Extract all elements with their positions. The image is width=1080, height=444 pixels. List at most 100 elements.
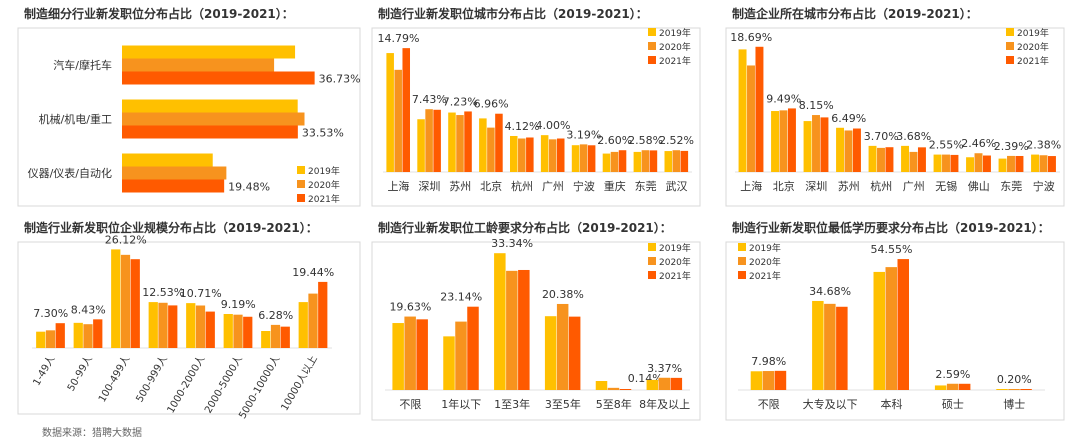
company_size-category-label: 10000人以上 bbox=[279, 354, 320, 414]
education-bar-1 bbox=[946, 383, 959, 390]
education-legend-swatch bbox=[738, 271, 746, 279]
city_jobs-data-label: 4.12% bbox=[505, 120, 540, 133]
city_companies-category-label: 深圳 bbox=[805, 180, 827, 193]
city_companies-legend-label: 2019年 bbox=[1017, 27, 1049, 39]
experience-bar-0 bbox=[544, 316, 557, 390]
experience-bar-1 bbox=[607, 387, 620, 390]
industry-data-label: 33.53% bbox=[302, 127, 344, 140]
city_jobs-data-label: 7.43% bbox=[412, 93, 447, 106]
city_companies-category-label: 北京 bbox=[773, 179, 795, 193]
experience-title: 制造行业新发职位工龄要求分布占比（2019-2021）： bbox=[378, 220, 672, 235]
city_companies-category-label: 宁波 bbox=[1033, 179, 1055, 193]
education-panel-border bbox=[725, 241, 1065, 421]
city_companies-bar-0 bbox=[836, 127, 845, 172]
education-category-label: 本科 bbox=[881, 397, 903, 411]
company_size-data-label: 7.30% bbox=[33, 307, 68, 320]
city_companies-category-label: 无锡 bbox=[935, 179, 957, 193]
company_size-data-label: 12.53% bbox=[142, 286, 184, 299]
industry-bar-1 bbox=[122, 58, 275, 72]
industry-bar-0 bbox=[122, 99, 298, 113]
city_companies-bar-0 bbox=[901, 145, 910, 172]
experience-category-label: 不限 bbox=[399, 398, 421, 411]
city_companies-bar-0 bbox=[803, 121, 812, 172]
city_companies-bar-1 bbox=[1007, 155, 1015, 172]
city_companies-legend-swatch bbox=[1006, 28, 1014, 36]
city_jobs-bar-1 bbox=[579, 144, 588, 172]
experience-bar-2 bbox=[518, 269, 530, 390]
city_companies-bar-0 bbox=[966, 157, 975, 172]
education-data-label: 0.20% bbox=[997, 373, 1032, 386]
experience-data-label: 19.63% bbox=[389, 301, 431, 314]
city_jobs-bar-2 bbox=[649, 150, 658, 172]
education-category-label: 大专及以下 bbox=[803, 397, 858, 411]
company_size-bar-0 bbox=[223, 314, 233, 348]
city_jobs-title: 制造行业新发职位城市分布占比（2019-2021）： bbox=[378, 6, 648, 21]
city_companies-bar-2 bbox=[787, 108, 796, 172]
city_companies-bar-0 bbox=[933, 154, 942, 172]
company_size-bar-2 bbox=[205, 311, 215, 348]
company_size-data-label: 19.44% bbox=[292, 266, 334, 279]
city_companies-data-label: 2.39% bbox=[994, 140, 1029, 153]
city_jobs-bar-1 bbox=[456, 115, 464, 172]
data-source-note: 数据来源：猎聘大数据 bbox=[42, 428, 142, 439]
industry-title: 制造细分行业新发职位分布占比（2019-2021）： bbox=[24, 6, 294, 21]
experience-bar-0 bbox=[595, 381, 608, 390]
experience-data-label: 33.34% bbox=[491, 237, 533, 250]
education-bar-2 bbox=[1020, 389, 1032, 390]
city_companies-bar-1 bbox=[1039, 155, 1048, 172]
experience-bar-1 bbox=[506, 270, 518, 390]
education-bar-2 bbox=[774, 370, 787, 390]
education-bar-2 bbox=[958, 383, 971, 390]
industry-legend-swatch bbox=[297, 194, 305, 202]
experience-category-label: 5至8年 bbox=[596, 397, 632, 411]
city_jobs-bar-2 bbox=[433, 109, 441, 172]
education-bar-0 bbox=[873, 271, 885, 390]
city_companies-data-label: 3.70% bbox=[864, 130, 899, 143]
city_jobs-legend-label: 2021年 bbox=[659, 55, 691, 67]
city_jobs-bar-2 bbox=[680, 150, 689, 172]
city_companies-bar-1 bbox=[844, 130, 853, 172]
experience-panel-border bbox=[371, 241, 701, 421]
company_size-bar-0 bbox=[186, 303, 196, 348]
city_jobs-bar-0 bbox=[509, 135, 518, 172]
city_jobs-bar-1 bbox=[394, 69, 402, 172]
company_size-bar-1 bbox=[195, 305, 206, 348]
city_jobs-legend-label: 2020年 bbox=[659, 41, 691, 53]
company_size-panel-border bbox=[17, 241, 361, 415]
city_jobs-bar-0 bbox=[448, 112, 456, 172]
city_companies-category-label: 东莞 bbox=[1000, 180, 1022, 193]
education-legend-label: 2019年 bbox=[749, 242, 781, 254]
city_companies-bar-1 bbox=[812, 115, 820, 172]
experience-legend-label: 2021年 bbox=[659, 270, 691, 282]
city_jobs-bar-2 bbox=[495, 113, 503, 172]
city_jobs-bar-1 bbox=[548, 139, 557, 172]
company_size-bar-1 bbox=[233, 314, 243, 348]
city_jobs-panel-border bbox=[371, 27, 701, 207]
city_companies-title: 制造企业所在城市分布占比（2019-2021）： bbox=[732, 6, 978, 21]
city_jobs-category-label: 东莞 bbox=[635, 180, 657, 193]
education-bar-0 bbox=[996, 389, 1008, 390]
company_size-bar-2 bbox=[55, 323, 65, 348]
industry-legend-swatch bbox=[297, 166, 305, 174]
city_jobs-category-label: 广州 bbox=[542, 180, 564, 193]
experience-category-label: 8年及以上 bbox=[639, 397, 690, 411]
education-bar-1 bbox=[885, 267, 897, 390]
company_size-bar-2 bbox=[280, 326, 290, 348]
city_jobs-data-label: 6.96% bbox=[474, 98, 509, 111]
city_jobs-bar-0 bbox=[386, 53, 394, 173]
city_companies-bar-1 bbox=[942, 154, 950, 172]
education-category-label: 博士 bbox=[1003, 398, 1025, 411]
city_companies-bar-2 bbox=[852, 128, 861, 172]
company_size-category-label: 500-999人 bbox=[134, 354, 170, 405]
city_jobs-bar-1 bbox=[487, 127, 495, 172]
city_jobs-data-label: 3.19% bbox=[566, 128, 601, 141]
city_companies-bar-0 bbox=[1031, 154, 1040, 172]
experience-category-label: 1年以下 bbox=[441, 397, 481, 411]
city_jobs-category-label: 苏州 bbox=[449, 180, 471, 193]
company_size-bar-1 bbox=[158, 302, 168, 348]
experience-bar-1 bbox=[404, 316, 416, 390]
industry-bar-2 bbox=[122, 125, 298, 139]
industry-bar-2 bbox=[122, 179, 225, 193]
city_companies-bar-2 bbox=[1047, 156, 1056, 172]
industry-legend-label: 2020年 bbox=[308, 179, 340, 191]
